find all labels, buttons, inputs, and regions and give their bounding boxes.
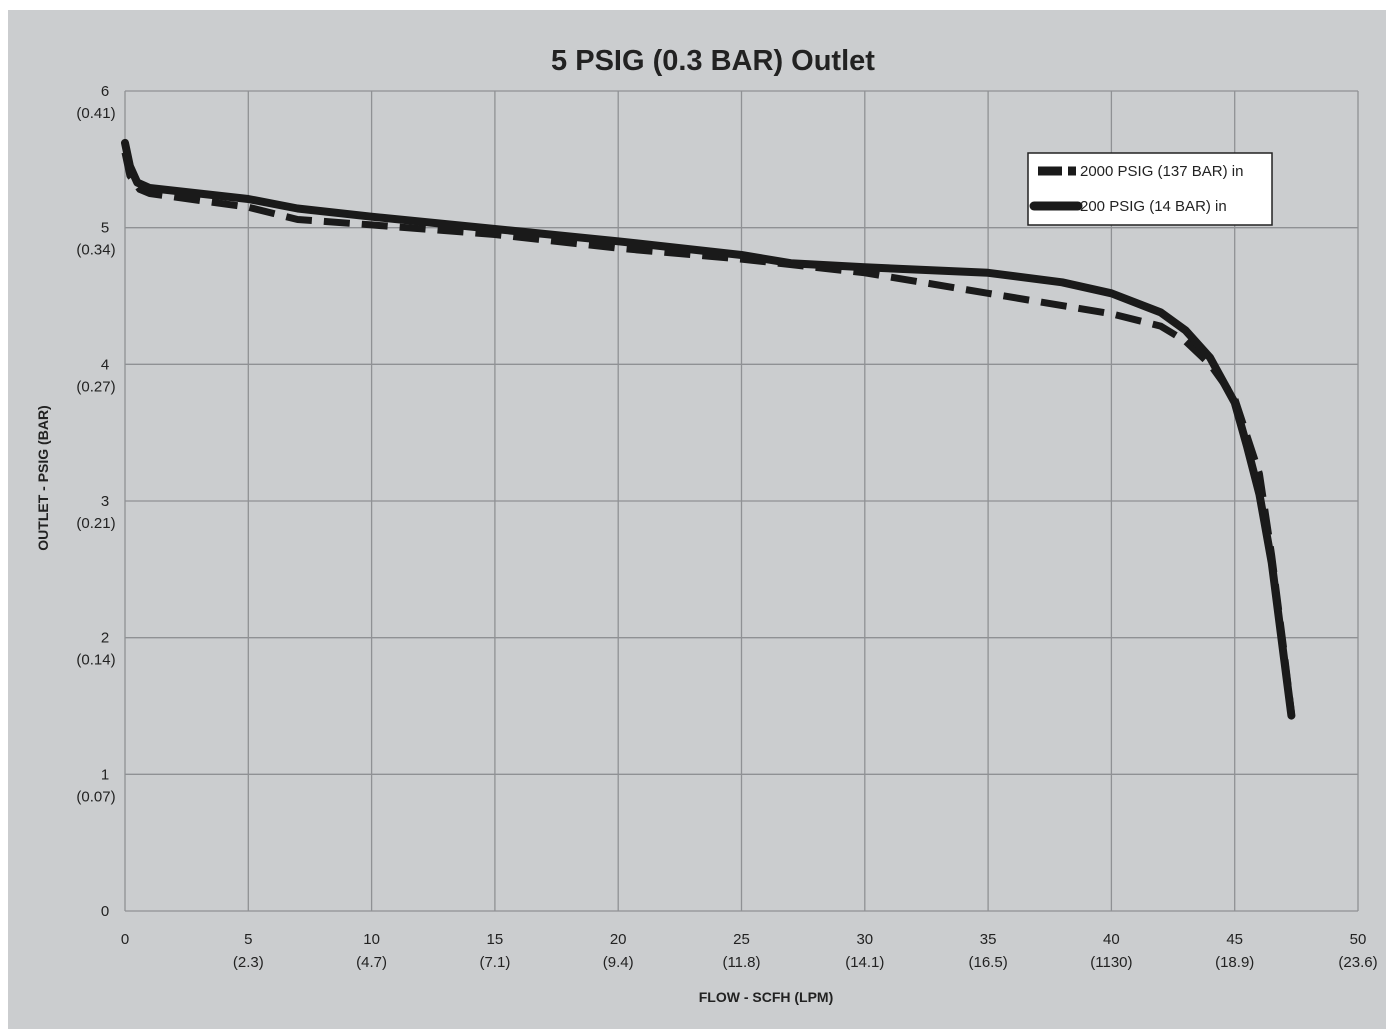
chart-canvas: 5 PSIG (0.3 BAR) Outlet 0 1 (0.07) 2 (0.14) 3… bbox=[8, 10, 1386, 1029]
x-tick-label: 10 bbox=[363, 931, 380, 948]
x-tick-sublabel: (16.5) bbox=[969, 954, 1008, 971]
x-tick-label: 5 bbox=[244, 931, 252, 948]
x-tick-label: 45 bbox=[1226, 931, 1243, 948]
x-tick-sublabel: (4.7) bbox=[356, 954, 387, 971]
legend: 2000 PSIG (137 BAR) in 200 PSIG (14 BAR)… bbox=[1027, 152, 1273, 226]
y-tick-sublabel: (0.07) bbox=[76, 788, 115, 805]
x-tick-label: 25 bbox=[733, 931, 750, 948]
y-axis-title: OUTLET - PSIG (BAR) bbox=[35, 405, 51, 550]
x-tick-label: 30 bbox=[856, 931, 873, 948]
y-tick-label: 6 bbox=[101, 83, 109, 100]
series-line-200-psig bbox=[121, 138, 1296, 720]
x-tick-label: 50 bbox=[1350, 931, 1367, 948]
x-tick-label: 20 bbox=[610, 931, 627, 948]
x-axis-ticks: 0 5 (2.3) 10 (4.7) 15 (7.1) 20 (9.4) 25 (11.8) 30 (1… bbox=[121, 931, 1378, 971]
series-line-2000-psig bbox=[121, 151, 1295, 714]
x-tick-sublabel: (14.1) bbox=[845, 954, 884, 971]
x-tick-sublabel: (2.3) bbox=[233, 954, 264, 971]
line-chart: 5 PSIG (0.3 BAR) Outlet 0 1 (0.07) 2 (0.14) 3… bbox=[35, 45, 1378, 1005]
y-tick-label: 1 bbox=[101, 766, 109, 783]
y-tick-sublabel: (0.14) bbox=[76, 652, 115, 669]
x-tick-label: 15 bbox=[487, 931, 504, 948]
x-tick-sublabel: (23.6) bbox=[1338, 954, 1377, 971]
x-tick-label: 0 bbox=[121, 931, 129, 948]
x-tick-sublabel: (7.1) bbox=[479, 954, 510, 971]
y-tick-label: 4 bbox=[101, 356, 109, 373]
x-tick-label: 40 bbox=[1103, 931, 1120, 948]
y-tick-sublabel: (0.21) bbox=[76, 515, 115, 532]
series-lines bbox=[121, 138, 1296, 720]
x-tick-label: 35 bbox=[980, 931, 997, 948]
legend-label-2000-psig: 2000 PSIG (137 BAR) in bbox=[1080, 163, 1243, 180]
legend-label-200-psig: 200 PSIG (14 BAR) in bbox=[1080, 198, 1227, 215]
grid bbox=[124, 90, 1359, 912]
y-tick-label: 3 bbox=[101, 493, 109, 510]
x-tick-sublabel: (11.8) bbox=[722, 954, 760, 971]
y-tick-label: 0 bbox=[101, 903, 109, 920]
y-tick-label: 2 bbox=[101, 630, 109, 647]
x-tick-sublabel: (1130) bbox=[1090, 954, 1132, 971]
legend-box bbox=[1027, 152, 1273, 226]
y-tick-sublabel: (0.27) bbox=[76, 378, 115, 395]
x-tick-sublabel: (18.9) bbox=[1215, 954, 1254, 971]
chart-title: 5 PSIG (0.3 BAR) Outlet bbox=[551, 45, 875, 77]
y-tick-label: 5 bbox=[101, 220, 109, 237]
x-axis-title: FLOW - SCFH (LPM) bbox=[699, 989, 834, 1005]
y-tick-sublabel: (0.34) bbox=[76, 242, 115, 259]
y-axis-ticks: 0 1 (0.07) 2 (0.14) 3 (0.21) 4 (0.27) 5 (0.34) 6 (0.… bbox=[76, 83, 115, 920]
y-tick-sublabel: (0.41) bbox=[76, 105, 115, 122]
x-tick-sublabel: (9.4) bbox=[603, 954, 634, 971]
